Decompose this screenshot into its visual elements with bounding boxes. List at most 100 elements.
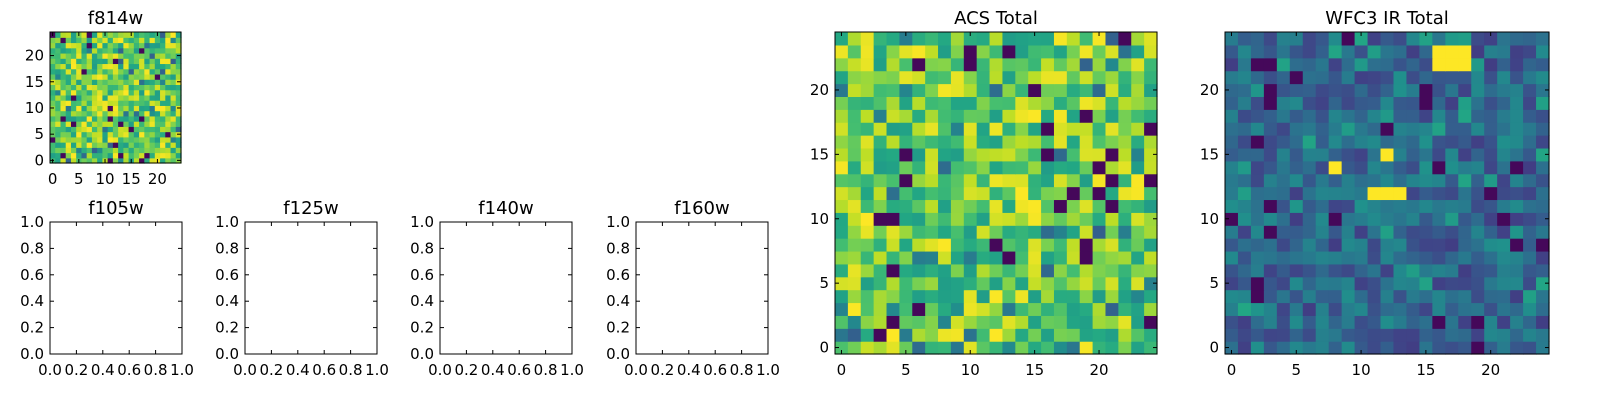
heatmap-cell [133, 136, 140, 143]
heatmap-cell [97, 126, 103, 133]
heatmap-cell [112, 42, 119, 49]
heatmap-cell [118, 147, 124, 154]
heatmap-cell [1510, 160, 1524, 175]
heatmap-cell [60, 52, 67, 59]
heatmap-cell [170, 32, 177, 38]
heatmap-cell [847, 263, 862, 278]
heatmap-cell [1471, 160, 1485, 175]
heatmap-cell [899, 96, 913, 110]
heatmap-cell [133, 147, 140, 154]
heatmap-cell [123, 58, 130, 65]
heatmap-cell [65, 100, 72, 106]
heatmap-cell [1002, 289, 1016, 304]
heatmap-cell [81, 63, 88, 70]
heatmap-cell [1484, 57, 1498, 72]
heatmap-cell [963, 135, 978, 149]
heatmap-cell [102, 94, 109, 101]
heatmap-cell [873, 70, 888, 85]
heatmap-cell [1445, 122, 1459, 136]
heatmap-cell [60, 63, 67, 70]
heatmap-cell [1458, 328, 1472, 342]
heatmap-cell [976, 96, 991, 110]
heatmap-cell [1237, 212, 1252, 226]
heatmap-cell [1367, 225, 1382, 239]
heatmap-cell [886, 96, 900, 110]
heatmap-cell [1131, 57, 1145, 72]
heatmap-cell [912, 186, 926, 201]
heatmap-cell [1041, 57, 1055, 72]
heatmap-cell [91, 126, 98, 133]
heatmap-cell [1237, 57, 1252, 72]
heatmap-cell [1002, 147, 1016, 162]
heatmap-cell [55, 157, 62, 164]
heatmap-cell [1406, 302, 1420, 316]
heatmap-cell [1225, 186, 1239, 201]
heatmap-cell [1002, 186, 1016, 201]
y-tick-label: 0.4 [606, 292, 630, 310]
heatmap-cell [123, 110, 130, 117]
heatmap-cell [154, 94, 161, 101]
heatmap-cell [1015, 57, 1029, 72]
heatmap-cell [55, 79, 62, 85]
heatmap-cell [1315, 276, 1330, 291]
heatmap-cell [1497, 315, 1511, 329]
x-tick-label: 0.0 [428, 361, 452, 379]
heatmap-cell [107, 110, 114, 117]
heatmap-cell [1144, 122, 1158, 136]
heatmap-cell [86, 73, 93, 80]
heatmap-cell [1053, 160, 1068, 175]
heatmap-cell [128, 152, 135, 159]
heatmap-cell [938, 160, 952, 175]
heatmap-cell [938, 122, 952, 136]
heatmap-cell [1458, 250, 1472, 265]
heatmap-cell [118, 110, 124, 117]
heatmap-cell [963, 341, 978, 355]
heatmap-cell [107, 142, 114, 148]
heatmap-cell [1354, 160, 1369, 175]
heatmap-cell [1002, 263, 1016, 278]
heatmap-cell [1131, 250, 1145, 265]
y-tick-label: 0.2 [20, 319, 44, 337]
heatmap-cell [1536, 199, 1550, 213]
heatmap-cell [170, 121, 177, 127]
heatmap-cell [1367, 44, 1382, 59]
heatmap-cell [1536, 160, 1550, 175]
heatmap-cell [1367, 263, 1382, 278]
heatmap-cell [1302, 302, 1317, 316]
heatmap-cell [976, 173, 991, 188]
heatmap-cell [50, 147, 56, 154]
heatmap-cell [1432, 83, 1446, 97]
heatmap-cell [886, 328, 900, 342]
y-tick-label: 0.6 [215, 266, 239, 284]
heatmap-cell [963, 32, 978, 46]
heatmap-cell [1315, 238, 1330, 252]
heatmap-cell [133, 73, 140, 80]
heatmap-cell [1002, 173, 1016, 188]
y-tick-label: 0.8 [20, 239, 44, 257]
heatmap-cell [1276, 238, 1291, 252]
panel-title: WFC3 IR Total [1325, 8, 1448, 29]
heatmap-cell [1015, 276, 1029, 291]
heatmap-cell [1510, 238, 1524, 252]
heatmap-cell [899, 263, 913, 278]
heatmap-cell [1406, 289, 1420, 304]
heatmap-cell [938, 173, 952, 188]
heatmap-cell [1315, 32, 1330, 46]
heatmap-cell [1328, 109, 1343, 123]
heatmap-cell [160, 126, 166, 133]
heatmap-cell [1028, 315, 1042, 329]
heatmap-cell [835, 57, 849, 72]
heatmap-cell [70, 121, 77, 127]
heatmap-cell [144, 152, 151, 159]
heatmap-cell [989, 57, 1004, 72]
heatmap-cell [123, 100, 130, 106]
heatmap-cell [1263, 328, 1278, 342]
heatmap-cell [1053, 135, 1068, 149]
heatmap-cell [1341, 96, 1356, 110]
x-tick-label: 20 [1089, 361, 1108, 379]
heatmap-cell [1328, 70, 1343, 85]
x-tick-label: 1.0 [365, 361, 389, 379]
heatmap-cell [1131, 147, 1145, 162]
heatmap-cell [1302, 341, 1317, 355]
heatmap-cell [128, 105, 135, 112]
